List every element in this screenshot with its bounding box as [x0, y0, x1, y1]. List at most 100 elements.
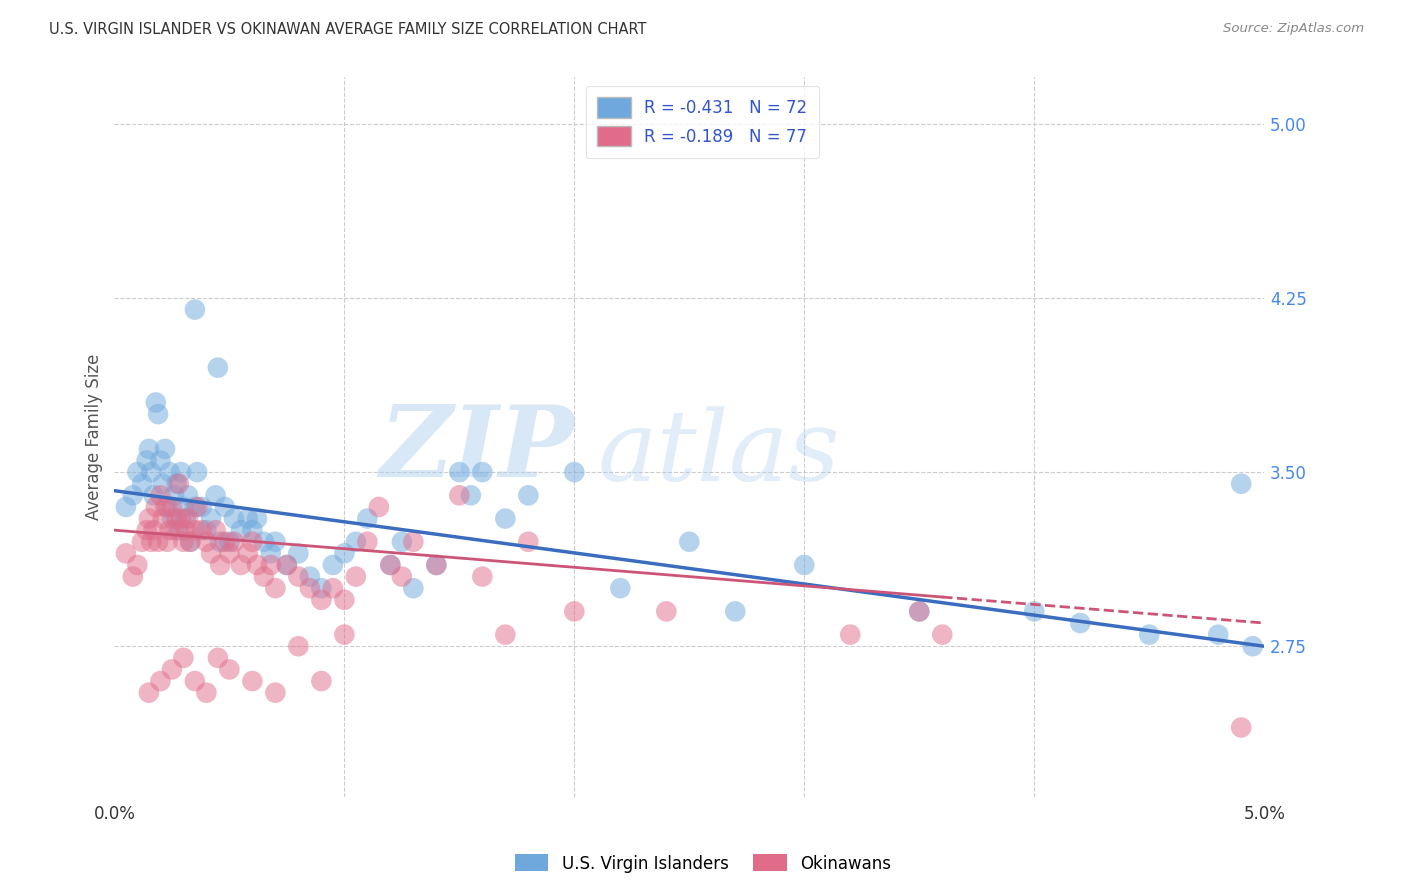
Point — [253, 569, 276, 583]
Point — [135, 523, 157, 537]
Point — [145, 500, 167, 514]
Point — [264, 686, 287, 700]
Point — [214, 500, 236, 514]
Point — [160, 500, 183, 514]
Point — [322, 558, 344, 572]
Point — [246, 511, 269, 525]
Y-axis label: Average Family Size: Average Family Size — [86, 354, 103, 520]
Point — [191, 523, 214, 537]
Point — [246, 558, 269, 572]
Point — [131, 534, 153, 549]
Point — [149, 674, 172, 689]
Point — [204, 488, 226, 502]
Point — [131, 476, 153, 491]
Point — [170, 465, 193, 479]
Point — [191, 500, 214, 514]
Point — [1230, 476, 1253, 491]
Point — [311, 674, 333, 689]
Point — [172, 650, 194, 665]
Point — [1069, 615, 1091, 630]
Point — [204, 523, 226, 537]
Point — [200, 546, 222, 560]
Point — [229, 558, 252, 572]
Point — [153, 500, 176, 514]
Text: ZIP: ZIP — [380, 401, 574, 497]
Point — [678, 534, 700, 549]
Point — [793, 558, 815, 572]
Point — [156, 534, 179, 549]
Point — [115, 500, 138, 514]
Point — [494, 627, 516, 641]
Point — [166, 476, 188, 491]
Point — [1024, 604, 1046, 618]
Point — [724, 604, 747, 618]
Point — [156, 500, 179, 514]
Point — [276, 558, 298, 572]
Point — [160, 663, 183, 677]
Point — [655, 604, 678, 618]
Point — [242, 534, 264, 549]
Point — [391, 534, 413, 549]
Point — [146, 407, 169, 421]
Point — [152, 511, 174, 525]
Text: atlas: atlas — [598, 406, 839, 501]
Point — [287, 546, 309, 560]
Point — [222, 511, 245, 525]
Point — [609, 581, 631, 595]
Point — [195, 523, 218, 537]
Text: U.S. VIRGIN ISLANDER VS OKINAWAN AVERAGE FAMILY SIZE CORRELATION CHART: U.S. VIRGIN ISLANDER VS OKINAWAN AVERAGE… — [49, 22, 647, 37]
Point — [344, 534, 367, 549]
Point — [287, 639, 309, 653]
Point — [146, 534, 169, 549]
Point — [184, 674, 207, 689]
Point — [517, 488, 540, 502]
Point — [159, 465, 181, 479]
Point — [236, 546, 259, 560]
Point — [174, 523, 197, 537]
Point — [333, 546, 356, 560]
Point — [160, 511, 183, 525]
Point — [200, 511, 222, 525]
Point — [121, 488, 143, 502]
Point — [141, 534, 163, 549]
Point — [127, 558, 149, 572]
Point — [402, 581, 425, 595]
Point — [391, 569, 413, 583]
Point — [153, 442, 176, 456]
Point — [195, 686, 218, 700]
Point — [471, 569, 494, 583]
Point — [311, 592, 333, 607]
Point — [159, 523, 181, 537]
Point — [562, 604, 585, 618]
Point — [449, 465, 471, 479]
Point — [229, 523, 252, 537]
Point — [167, 523, 190, 537]
Point — [322, 581, 344, 595]
Point — [380, 558, 402, 572]
Point — [908, 604, 931, 618]
Point — [344, 569, 367, 583]
Point — [1241, 639, 1264, 653]
Point — [145, 395, 167, 409]
Point — [839, 627, 862, 641]
Point — [242, 674, 264, 689]
Point — [449, 488, 471, 502]
Point — [209, 534, 232, 549]
Point — [222, 534, 245, 549]
Point — [184, 302, 207, 317]
Point — [264, 534, 287, 549]
Point — [115, 546, 138, 560]
Point — [179, 534, 201, 549]
Point — [218, 546, 240, 560]
Point — [186, 465, 208, 479]
Point — [494, 511, 516, 525]
Point — [141, 465, 163, 479]
Point — [218, 534, 240, 549]
Point — [172, 500, 194, 514]
Point — [356, 511, 378, 525]
Point — [214, 534, 236, 549]
Point — [218, 663, 240, 677]
Point — [174, 511, 197, 525]
Point — [149, 488, 172, 502]
Point — [298, 581, 321, 595]
